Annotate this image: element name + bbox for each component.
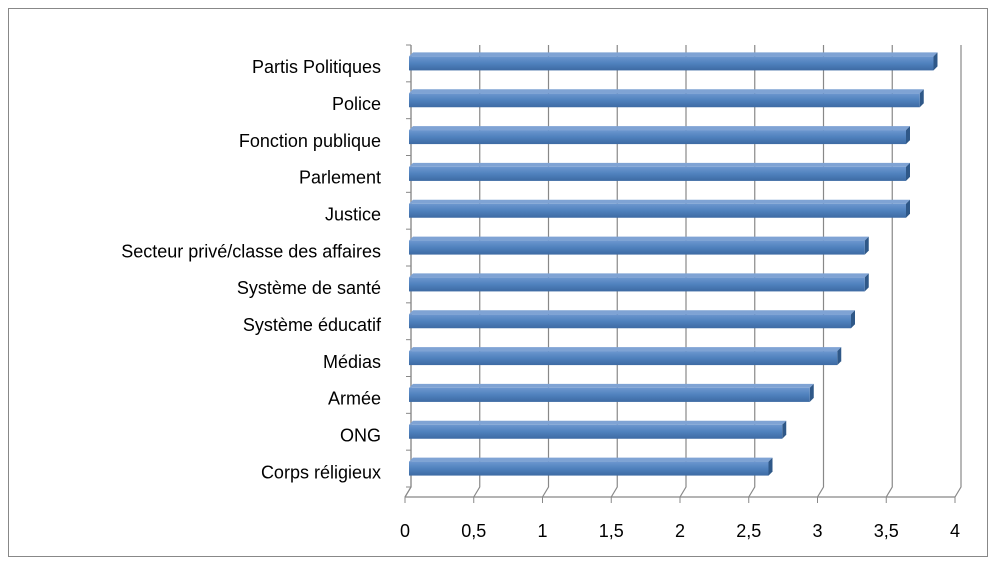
bar xyxy=(409,310,855,329)
x-tick-label: 0 xyxy=(400,521,410,541)
bar-side xyxy=(864,273,869,292)
bar-side xyxy=(768,457,773,476)
bar xyxy=(409,347,842,366)
grid-line xyxy=(954,45,962,498)
grid-line xyxy=(610,45,618,498)
y-tick-label: Système de santé xyxy=(237,278,381,298)
bar xyxy=(409,236,869,255)
x-tick-label: 4 xyxy=(950,521,960,541)
x-tick-label: 2 xyxy=(675,521,685,541)
bar xyxy=(409,126,910,145)
bar-top xyxy=(409,457,773,462)
bar-side xyxy=(906,162,910,181)
bar-front xyxy=(409,351,838,366)
bar-top xyxy=(409,273,869,278)
bar xyxy=(409,273,869,292)
x-tick-label: 2,5 xyxy=(736,521,761,541)
x-tick-label: 3 xyxy=(812,521,822,541)
x-tick-label: 0,5 xyxy=(461,521,486,541)
bar-top xyxy=(409,383,814,388)
y-tick-label: Fonction publique xyxy=(239,131,381,151)
bar xyxy=(409,89,924,108)
bar-front xyxy=(409,277,865,292)
bar-front xyxy=(409,314,851,329)
bar-top xyxy=(409,162,910,167)
grid-line xyxy=(679,45,687,498)
grid-line xyxy=(816,45,825,498)
y-tick-label: Police xyxy=(332,94,381,114)
bar-side xyxy=(933,52,938,71)
grid-line xyxy=(473,45,481,498)
bar-front xyxy=(409,130,906,145)
y-tick-label: Partis Politiques xyxy=(252,57,381,77)
bar-front xyxy=(409,203,906,218)
bar xyxy=(409,457,773,476)
bar-top xyxy=(409,310,855,315)
bar-top xyxy=(409,89,924,94)
bar-side xyxy=(906,126,910,145)
bar-front xyxy=(409,461,769,476)
bar-top xyxy=(409,236,869,241)
y-tick-label: Corps réligieux xyxy=(261,462,381,482)
y-tick-label: Parlement xyxy=(299,168,381,188)
bar xyxy=(409,52,938,71)
y-tick-label: Système éducatif xyxy=(243,315,382,335)
y-tick-label: Secteur privé/classe des affaires xyxy=(121,241,381,261)
bar-front xyxy=(409,93,920,108)
bar-side xyxy=(782,420,787,439)
x-tick-label: 1,5 xyxy=(599,521,624,541)
bar xyxy=(409,199,910,218)
bar-front xyxy=(409,166,906,181)
bar xyxy=(409,420,787,439)
bar-side xyxy=(919,89,924,108)
bar-front xyxy=(409,56,934,71)
bar-side xyxy=(837,347,842,366)
bar-top xyxy=(409,347,842,352)
bar-side xyxy=(809,383,814,402)
bar-front xyxy=(409,387,810,402)
x-tick-label: 3,5 xyxy=(874,521,899,541)
x-tick-label: 1 xyxy=(537,521,547,541)
y-tick-label: Médias xyxy=(323,352,381,372)
bar-side xyxy=(906,199,910,218)
y-tick-label: ONG xyxy=(340,426,381,446)
bar-side xyxy=(864,236,869,255)
bar-top xyxy=(409,199,910,204)
y-tick-label: Justice xyxy=(325,205,381,225)
bar xyxy=(409,162,910,181)
grid-line xyxy=(541,45,550,498)
y-tick-label: Armée xyxy=(328,389,381,409)
bar-front xyxy=(409,424,783,439)
grid-line xyxy=(748,45,756,498)
bar xyxy=(409,383,814,402)
plot-area: 0 0,5 1 1,5 2 2,5 3 3,5 4 Partis Politiques Police… xyxy=(121,44,962,541)
bar-top xyxy=(409,420,787,425)
grid-line xyxy=(885,45,893,498)
bar-top xyxy=(409,52,938,57)
bar-side xyxy=(851,310,855,329)
bar-front xyxy=(409,240,865,255)
bar-top xyxy=(409,126,910,131)
